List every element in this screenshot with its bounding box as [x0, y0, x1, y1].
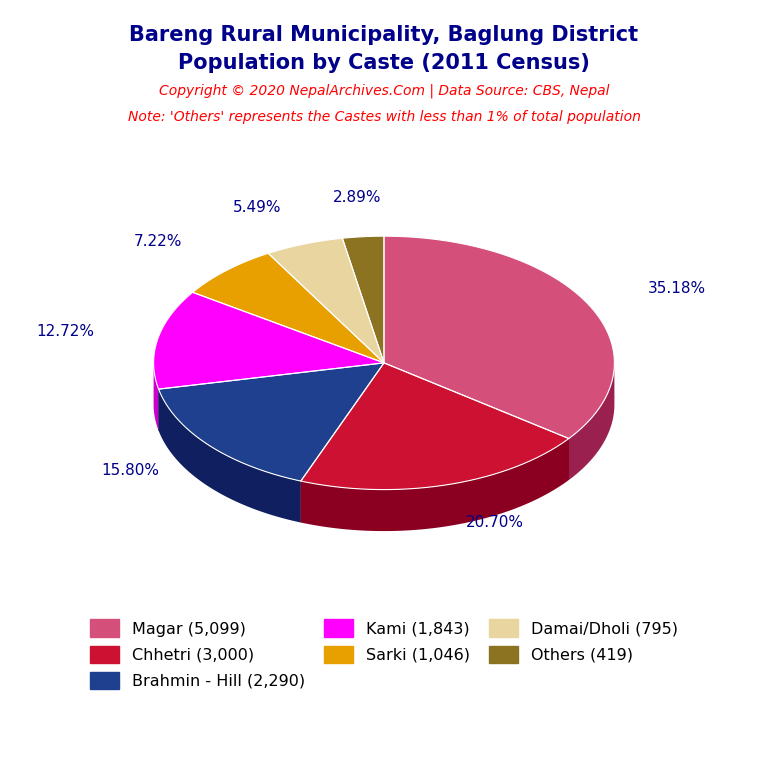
Polygon shape — [301, 363, 384, 522]
Text: 20.70%: 20.70% — [465, 515, 524, 530]
Polygon shape — [343, 237, 384, 363]
Polygon shape — [159, 389, 301, 522]
Text: Population by Caste (2011 Census): Population by Caste (2011 Census) — [178, 53, 590, 73]
Polygon shape — [154, 293, 384, 389]
Text: Note: 'Others' represents the Castes with less than 1% of total population: Note: 'Others' represents the Castes wit… — [127, 110, 641, 124]
Polygon shape — [301, 439, 569, 531]
Polygon shape — [159, 363, 384, 431]
Polygon shape — [569, 364, 614, 480]
Text: 5.49%: 5.49% — [233, 200, 282, 215]
Text: 35.18%: 35.18% — [647, 281, 706, 296]
Text: 7.22%: 7.22% — [134, 234, 182, 250]
Polygon shape — [384, 237, 614, 439]
Polygon shape — [159, 363, 384, 431]
Legend: Magar (5,099), Chhetri (3,000), Brahmin - Hill (2,290), Kami (1,843), Sarki (1,0: Magar (5,099), Chhetri (3,000), Brahmin … — [84, 613, 684, 696]
Text: 12.72%: 12.72% — [36, 324, 94, 339]
Polygon shape — [301, 363, 384, 522]
Polygon shape — [384, 363, 569, 480]
Polygon shape — [154, 363, 159, 431]
Polygon shape — [384, 363, 569, 480]
Polygon shape — [159, 363, 384, 481]
Polygon shape — [268, 238, 384, 363]
Text: 15.80%: 15.80% — [101, 463, 160, 478]
Polygon shape — [301, 363, 569, 489]
Text: Bareng Rural Municipality, Baglung District: Bareng Rural Municipality, Baglung Distr… — [130, 25, 638, 45]
Polygon shape — [193, 253, 384, 363]
Text: 2.89%: 2.89% — [333, 190, 382, 205]
Text: Copyright © 2020 NepalArchives.Com | Data Source: CBS, Nepal: Copyright © 2020 NepalArchives.Com | Dat… — [159, 84, 609, 98]
